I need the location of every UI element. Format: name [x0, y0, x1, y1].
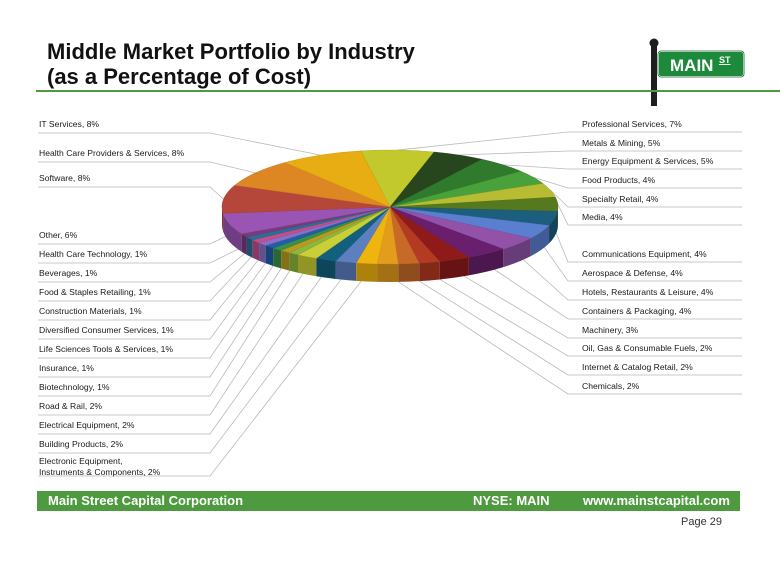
leader-line [557, 204, 742, 226]
logo-text: MAIN [670, 56, 713, 75]
slice-label: Food Products, 4% [582, 175, 655, 185]
pie-slice-side [356, 262, 378, 282]
slice-label: IT Services, 8% [39, 119, 99, 129]
slice-label: Insurance, 1% [39, 363, 94, 373]
leader-line [38, 234, 230, 245]
slice-label: Hotels, Restaurants & Leisure, 4% [582, 287, 714, 297]
slice-label: Other, 6% [39, 230, 78, 240]
page-number: Page 29 [681, 516, 722, 528]
slice-label: Construction Materials, 1% [39, 306, 142, 316]
pie-slice-side [223, 213, 242, 252]
leader-line [38, 259, 278, 359]
leader-line [458, 150, 742, 156]
slice-label: Containers & Packaging, 4% [582, 306, 692, 316]
pie-slice-side [377, 263, 399, 282]
slice-label: Building Products, 2% [39, 439, 123, 449]
leader-line [38, 264, 294, 397]
leader-line [502, 164, 742, 170]
slice-label: Food & Staples Retailing, 1% [39, 287, 151, 297]
leader-line [408, 274, 742, 376]
pie-slice-side [549, 211, 558, 244]
leader-line [486, 264, 742, 320]
title-line-2: (as a Percentage of Cost) [47, 64, 312, 89]
slice-label: Health Care Technology, 1% [39, 249, 147, 259]
footer-website: www.mainstcapital.com [583, 493, 730, 508]
slice-label: Professional Services, 7% [582, 119, 682, 129]
leader-line [38, 270, 327, 435]
footer-bar: Main Street Capital Corporation NYSE: MA… [37, 491, 740, 511]
leader-line [38, 267, 308, 416]
leader-line [550, 189, 742, 208]
slide-title: Middle Market Portfolio by Industry (as … [47, 39, 415, 89]
leader-line [532, 176, 742, 189]
pie-slice [284, 150, 391, 208]
leader-line [38, 262, 286, 378]
leader-line [454, 270, 742, 339]
pie-side-group [222, 207, 558, 282]
pie-slice-side [273, 248, 282, 269]
leader-line [38, 272, 347, 454]
slice-label: Aerospace & Defense, 4% [582, 268, 683, 278]
pie-slice-side [241, 233, 247, 255]
slice-label: Metals & Mining, 5% [582, 138, 661, 148]
pie-top-group [221, 149, 559, 265]
logo-superscript: ST [719, 55, 731, 65]
pie-slice-side [439, 257, 469, 280]
leader-lines [38, 131, 742, 477]
pie-slice-side [530, 225, 550, 257]
pie-slice-side [246, 236, 253, 258]
slice-label: Health Care Providers & Services, 8% [39, 148, 185, 158]
footer-company: Main Street Capital Corporation [48, 493, 244, 508]
leader-line [554, 229, 742, 263]
leader-line [38, 161, 256, 174]
pie-slice-side [419, 261, 440, 282]
slice-label: Specialty Retail, 4% [582, 194, 659, 204]
slice-label: Road & Rail, 2% [39, 401, 102, 411]
slice-label: Diversified Consumer Services, 1% [39, 325, 174, 335]
leader-line [38, 186, 224, 200]
leader-line [540, 242, 742, 282]
pie-slice-side [335, 260, 357, 281]
slice-label: Software, 8% [39, 173, 90, 183]
slice-label: Oil, Gas & Consumable Fuels, 2% [582, 343, 713, 353]
slice-label: Machinery, 3% [582, 325, 639, 335]
main-street-sign-logo: MAIN ST [649, 38, 745, 106]
pie-slice-side [281, 250, 290, 271]
pie-slice-side [289, 252, 299, 273]
title-line-1: Middle Market Portfolio by Industry [47, 39, 415, 64]
slice-labels: Professional Services, 7% Metals & Mining… [39, 119, 714, 477]
pie-slice-side [252, 239, 260, 261]
pie-slice-side [316, 258, 336, 279]
title-divider [36, 90, 780, 92]
leader-line [429, 272, 742, 357]
slice-label: Energy Equipment & Services, 5% [582, 156, 714, 166]
leader-line [387, 274, 742, 395]
pie-slice-side [265, 245, 274, 267]
pie-slice-side [259, 242, 266, 264]
footer-ticker: NYSE: MAIN [473, 493, 550, 508]
leader-line [38, 248, 251, 283]
slice-label: Electrical Equipment, 2% [39, 420, 135, 430]
leader-line [38, 132, 321, 156]
slice-label: Biotechnology, 1% [39, 382, 110, 392]
slice-label: Communications Equipment, 4% [582, 249, 707, 259]
pie-slice-side [398, 263, 420, 282]
slice-label: Media, 4% [582, 212, 623, 222]
slice-label: Electronic Equipment, Instruments & Compo… [39, 456, 161, 477]
leader-line [38, 245, 245, 264]
slice-label: Chemicals, 2% [582, 381, 640, 391]
pie-slice-side [468, 249, 504, 276]
leader-line [38, 273, 367, 477]
leader-line [517, 254, 742, 301]
slice-label: Internet & Catalog Retail, 2% [582, 362, 693, 372]
pie-slice-side [503, 238, 531, 268]
pie-slice-side [298, 254, 317, 277]
leader-line [38, 251, 257, 302]
slice-label: Life Sciences Tools & Services, 1% [39, 344, 173, 354]
slice-label: Beverages, 1% [39, 268, 98, 278]
leader-line [397, 131, 742, 151]
leader-line [38, 254, 263, 321]
leader-line [38, 257, 270, 340]
